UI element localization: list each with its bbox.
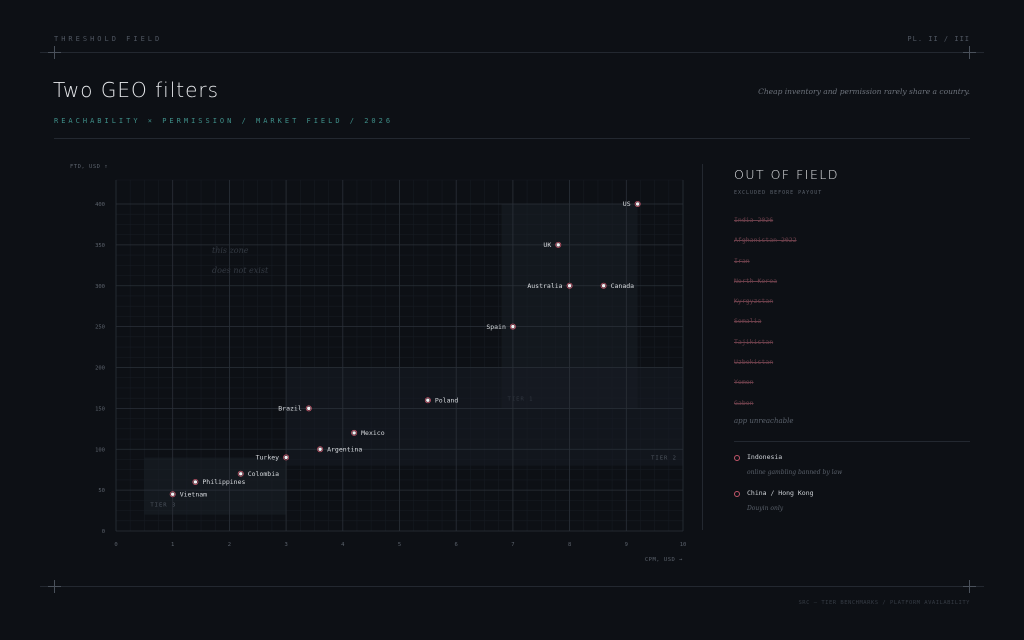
data-point bbox=[511, 324, 515, 329]
point-label: Vietnam bbox=[180, 490, 207, 498]
sidebar-divider bbox=[702, 164, 703, 530]
header-rule bbox=[54, 138, 970, 139]
x-tick-label: 2 bbox=[228, 542, 231, 548]
out-of-field-panel: OUT OF FIELD EXCLUDED BEFORE PAYOUT Indi… bbox=[734, 160, 970, 512]
excluded-country: Uzbekistan bbox=[734, 358, 774, 367]
axes: 0 1 2 3 4 5 6 7 8 9 10050100150200250300350400FTD,… bbox=[70, 164, 686, 563]
unreachable-label: app unreachable bbox=[734, 416, 794, 425]
ring-icon bbox=[734, 454, 740, 461]
y-tick-label: 100 bbox=[95, 447, 105, 453]
x-tick-label: 10 bbox=[680, 542, 687, 548]
excluded-country: Yemen bbox=[734, 378, 754, 387]
point-label: Australia bbox=[527, 282, 562, 290]
tier-label: TIER 3 bbox=[150, 503, 176, 509]
point-label: Brazil bbox=[278, 405, 302, 413]
y-tick-label: 150 bbox=[95, 406, 105, 412]
page-subtitle: REACHABILITY × PERMISSION / MARKET FIELD… bbox=[54, 117, 394, 125]
data-point bbox=[284, 455, 288, 460]
x-tick-label: 8 bbox=[568, 542, 571, 548]
y-tick-label: 250 bbox=[95, 325, 105, 331]
corner-cross-tr bbox=[963, 46, 976, 59]
section-label: THRESHOLD FIELD bbox=[54, 35, 163, 43]
annotation: this zone does not exist bbox=[212, 246, 269, 275]
x-tick-label: 7 bbox=[511, 542, 514, 548]
y-tick-label: 300 bbox=[95, 284, 105, 290]
point-label: Argentina bbox=[327, 445, 362, 453]
x-tick-label: 3 bbox=[284, 542, 287, 548]
point-label: Philippines bbox=[202, 478, 245, 486]
corner-cross-br bbox=[963, 580, 976, 593]
tier-zone bbox=[144, 457, 287, 515]
bottom-rule bbox=[40, 586, 984, 587]
partial-entry: Indonesia online gambling banned by law bbox=[734, 453, 970, 476]
partial-note: online gambling banned by law bbox=[747, 468, 843, 476]
y-tick-label: 400 bbox=[95, 202, 105, 208]
y-tick-label: 350 bbox=[95, 243, 105, 249]
data-point bbox=[352, 431, 356, 435]
tagline: Cheap inventory and permission rarely sh… bbox=[758, 87, 970, 96]
excluded-country: Kyrgyzstan bbox=[734, 297, 774, 306]
data-point bbox=[171, 492, 175, 496]
y-tick-label: 0 bbox=[102, 529, 105, 535]
excluded-country: Afghanistan 2022 bbox=[734, 236, 797, 245]
x-tick-label: 5 bbox=[398, 542, 401, 548]
x-tick-label: 1 bbox=[171, 542, 174, 548]
sidebar-title: OUT OF FIELD bbox=[734, 167, 839, 182]
point-label: Spain bbox=[486, 323, 506, 331]
major-grid bbox=[115, 180, 684, 532]
excluded-country: Tajikistan bbox=[734, 337, 774, 346]
partial-country: Indonesia bbox=[747, 452, 783, 461]
excluded-list: India 2026 Afghanistan 2022 Iran North K… bbox=[734, 216, 970, 419]
corner-cross-tl bbox=[48, 46, 61, 59]
data-point bbox=[556, 243, 560, 247]
x-tick-label: 6 bbox=[455, 542, 458, 548]
ring-icon bbox=[734, 490, 740, 497]
data-point bbox=[318, 447, 322, 451]
point-label: Mexico bbox=[361, 429, 385, 437]
excluded-country: Somalia bbox=[734, 317, 762, 326]
data-point bbox=[635, 202, 640, 206]
partial-entry: China / Hong Kong Douyin only bbox=[734, 489, 970, 512]
y-tick-label: 200 bbox=[95, 366, 105, 372]
partial-country: China / Hong Kong bbox=[747, 488, 814, 497]
x-tick-label: 0 bbox=[114, 542, 117, 548]
tier-label: TIER 2 bbox=[651, 456, 677, 462]
point-label: US bbox=[623, 200, 631, 208]
data-point bbox=[426, 398, 430, 402]
excluded-country: India 2026 bbox=[734, 216, 774, 224]
data-point bbox=[601, 284, 606, 288]
point-label: UK bbox=[543, 241, 551, 249]
data-point bbox=[193, 480, 198, 484]
y-tick-label: 50 bbox=[98, 488, 105, 494]
point-label: Turkey bbox=[256, 454, 280, 462]
sidebar-rule bbox=[734, 440, 970, 442]
source-credit: SRC — TIER BENCHMARKS / PLATFORM AVAILAB… bbox=[798, 600, 970, 606]
data-point bbox=[307, 406, 311, 411]
excluded-country: Gabon bbox=[734, 398, 754, 407]
partial-note: Douyin only bbox=[747, 504, 784, 512]
x-tick-label: 9 bbox=[625, 542, 628, 548]
x-axis-label: CPM, USD → bbox=[645, 557, 683, 563]
excluded-country: North Korea bbox=[734, 276, 778, 285]
page-title: Two GEO filters bbox=[53, 78, 220, 102]
data-points: US UK Australia Canada Spain Poland Brazil Mexi… bbox=[169, 200, 641, 498]
plate-number: PL. II / III bbox=[907, 35, 970, 43]
corner-cross-bl bbox=[48, 580, 61, 593]
point-label: Poland bbox=[435, 396, 459, 404]
point-label: Colombia bbox=[248, 470, 279, 478]
y-axis-label: FTD, USD ↑ bbox=[70, 164, 108, 170]
sidebar-subtitle: EXCLUDED BEFORE PAYOUT bbox=[734, 190, 823, 196]
excluded-country: Iran bbox=[734, 256, 750, 265]
x-tick-label: 4 bbox=[341, 542, 345, 548]
point-label: Canada bbox=[611, 282, 635, 290]
top-rule bbox=[40, 52, 984, 53]
data-point bbox=[567, 284, 572, 288]
void-zone-annotation: this zone does not exist bbox=[212, 246, 269, 275]
data-point bbox=[239, 472, 243, 476]
